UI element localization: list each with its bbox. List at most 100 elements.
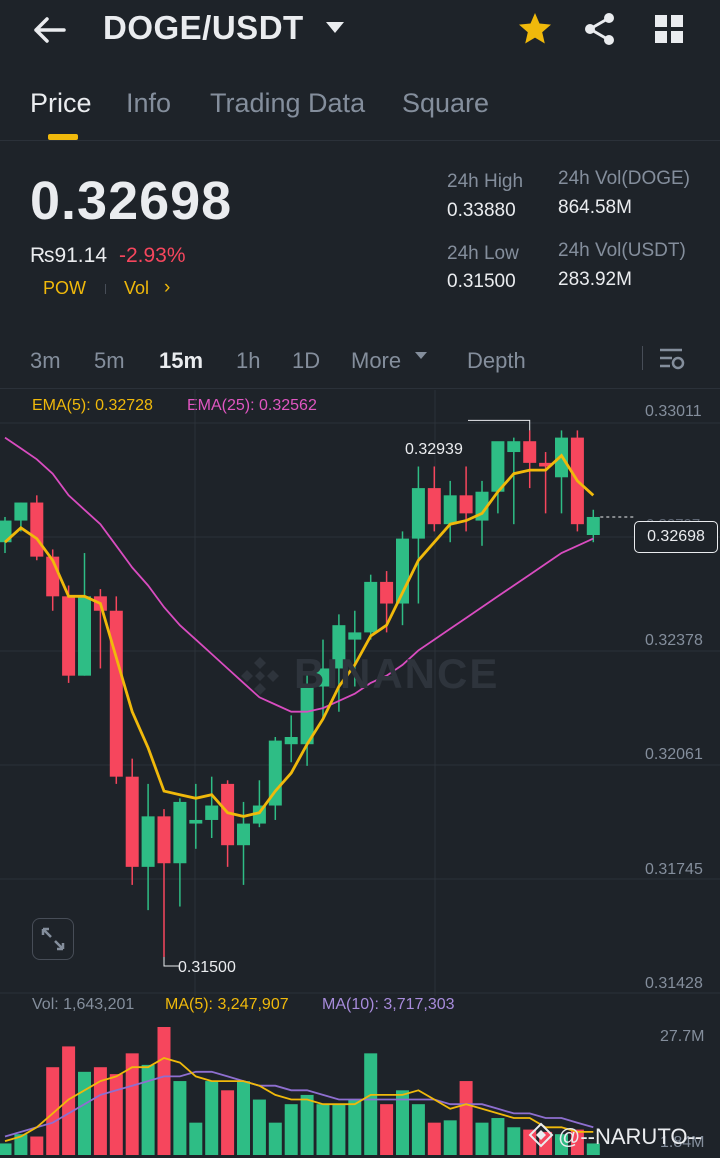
share-icon[interactable] — [582, 10, 618, 48]
candle-body — [523, 441, 537, 463]
y-tick: 0.32061 — [645, 746, 703, 763]
back-arrow-icon[interactable] — [30, 12, 70, 48]
interval-1d[interactable]: 1D — [292, 348, 321, 373]
price-change: -2.93% — [119, 244, 186, 267]
chart-settings-icon[interactable] — [658, 346, 686, 372]
candle-body — [221, 783, 235, 846]
expand-icon — [41, 927, 65, 951]
candle-body — [125, 776, 139, 867]
fiat-price: ₨91.14 — [30, 244, 107, 267]
ema5-legend: EMA(5): 0.32728 — [32, 397, 153, 414]
volume-bar — [62, 1046, 76, 1155]
candle-body — [157, 816, 171, 864]
y-tick: 0.33011 — [645, 403, 702, 420]
volume-bar — [491, 1118, 505, 1155]
candle-body — [507, 441, 521, 453]
candle-body — [348, 632, 362, 640]
interval-more[interactable]: More — [351, 348, 402, 373]
high-marker-label: 0.32939 — [405, 441, 463, 458]
pair-dropdown-icon[interactable] — [326, 22, 344, 33]
volume-bar — [189, 1122, 203, 1155]
candle-body — [316, 668, 330, 687]
volume-bar — [586, 1143, 600, 1155]
volume-bar — [364, 1053, 378, 1155]
volume-bar — [475, 1122, 489, 1155]
volume-chart[interactable] — [0, 1015, 720, 1158]
tab-price[interactable]: Price — [30, 88, 92, 118]
candle-body — [380, 581, 394, 604]
low-label: 24h Low — [447, 243, 519, 264]
candle-body — [491, 441, 505, 492]
main-tabs: Price Info Trading Data Square — [0, 80, 720, 140]
candle-body — [586, 516, 600, 536]
volume-bar — [205, 1081, 219, 1155]
candle-body — [443, 495, 457, 525]
author-credit: @--NARUTO-- — [558, 1124, 703, 1149]
tag-pow[interactable]: POW — [43, 278, 86, 298]
volume-bar — [141, 1064, 155, 1155]
volume-bar — [300, 1094, 314, 1155]
volume-bar — [125, 1053, 139, 1155]
tab-square[interactable]: Square — [402, 88, 490, 118]
candlestick-chart[interactable] — [0, 390, 720, 996]
high-marker-leader — [468, 419, 531, 431]
interval-1h[interactable]: 1h — [236, 348, 261, 373]
volume-bar — [173, 1081, 187, 1155]
high-label: 24h High — [447, 171, 524, 192]
divider — [0, 388, 720, 389]
candle-body — [300, 686, 314, 745]
volume-bar — [380, 1104, 394, 1155]
vol-doge-label: 24h Vol(DOGE) — [558, 168, 690, 189]
y-tick: 0.31428 — [645, 975, 703, 992]
tag-separator — [105, 284, 106, 294]
candle-body — [189, 819, 203, 824]
watermark-diamond-icon — [528, 1122, 554, 1148]
ma5-legend: MA(5): 3,247,907 — [165, 996, 289, 1013]
low-marker-label: 0.31500 — [178, 959, 236, 976]
candle-body — [332, 625, 346, 669]
interval-5m[interactable]: 5m — [94, 348, 125, 373]
interval-separator — [642, 346, 643, 370]
volume-bar — [411, 1104, 425, 1155]
volume-axis-min: 1.84M — [660, 1134, 705, 1151]
chevron-right-icon[interactable]: › — [164, 277, 171, 298]
volume-bar — [109, 1074, 123, 1155]
current-price-tag: 0.32698 — [634, 521, 718, 553]
ema5-line — [4, 453, 595, 818]
top-bar: DOGE/USDT — [0, 0, 720, 64]
star-icon[interactable] — [516, 10, 554, 48]
volume-bar — [523, 1129, 537, 1155]
vol-usdt-label: 24h Vol(USDT) — [558, 240, 686, 261]
volume-bar — [348, 1099, 362, 1155]
candle-body — [173, 801, 187, 864]
candle-body — [141, 816, 155, 867]
volume-bar — [221, 1090, 235, 1155]
last-price: 0.32698 — [30, 171, 233, 231]
volume-bar — [78, 1071, 91, 1155]
pair-title[interactable]: DOGE/USDT — [103, 9, 304, 46]
volume-bar — [252, 1099, 266, 1155]
depth-tab[interactable]: Depth — [467, 348, 526, 373]
low-marker-leader — [163, 957, 180, 967]
volume-bar — [157, 1027, 171, 1155]
candle-body — [0, 520, 12, 543]
high-value: 0.33880 — [447, 200, 516, 221]
volume-bar — [30, 1136, 44, 1155]
expand-chart-button[interactable] — [32, 918, 74, 960]
tab-info[interactable]: Info — [126, 88, 172, 118]
candle-body — [62, 596, 76, 676]
volume-bar — [427, 1122, 441, 1155]
divider — [0, 140, 720, 141]
candle-body — [205, 805, 219, 820]
volume-bar — [268, 1122, 282, 1155]
more-caret-icon[interactable] — [415, 352, 427, 359]
grid-icon[interactable] — [654, 14, 684, 44]
candle-body — [411, 488, 425, 539]
y-tick: 0.32378 — [645, 632, 703, 649]
tag-vol[interactable]: Vol — [124, 278, 150, 298]
volume-bar — [332, 1104, 346, 1155]
volume-bar — [237, 1081, 250, 1155]
tab-trading-data[interactable]: Trading Data — [210, 88, 366, 118]
interval-3m[interactable]: 3m — [30, 348, 61, 373]
interval-15m[interactable]: 15m — [159, 348, 204, 373]
